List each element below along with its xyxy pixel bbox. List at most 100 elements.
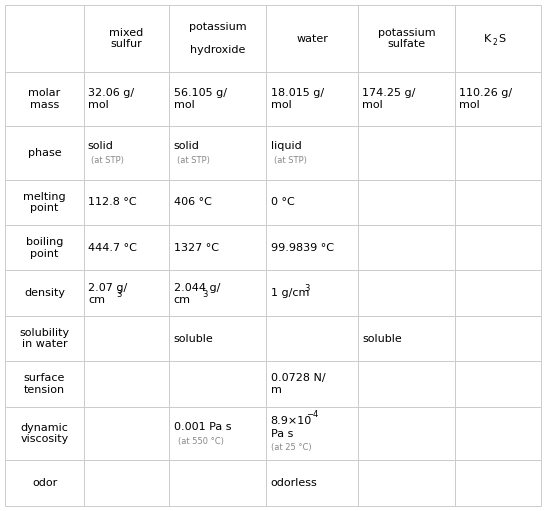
Bar (5, 407, 84, 460)
Text: solid: solid (88, 141, 114, 151)
Bar (266, 270, 358, 316)
Text: 3: 3 (202, 290, 207, 299)
Bar (5, 361, 84, 407)
Text: solubility
in water: solubility in water (20, 328, 69, 350)
Text: odorless: odorless (271, 478, 317, 488)
Bar (266, 225, 358, 270)
Bar (266, 316, 358, 361)
Bar (84, 407, 169, 460)
Bar (358, 460, 455, 506)
Text: 2.07 g/: 2.07 g/ (88, 283, 127, 293)
Text: S: S (498, 34, 506, 43)
Text: 18.015 g/
mol: 18.015 g/ mol (271, 88, 324, 110)
Bar (358, 126, 455, 179)
Text: 1327 °C: 1327 °C (174, 243, 218, 253)
Text: 1 g/cm: 1 g/cm (271, 288, 309, 298)
Text: (at 550 °C): (at 550 °C) (178, 436, 224, 446)
Bar (84, 179, 169, 225)
Bar (5, 316, 84, 361)
Text: 444.7 °C: 444.7 °C (88, 243, 137, 253)
Bar (455, 225, 541, 270)
Bar (169, 407, 266, 460)
Text: water: water (296, 34, 328, 43)
Text: cm: cm (88, 294, 105, 305)
Bar (358, 225, 455, 270)
Bar (455, 460, 541, 506)
Bar (169, 179, 266, 225)
Text: 110.26 g/
mol: 110.26 g/ mol (459, 88, 512, 110)
Bar (169, 225, 266, 270)
Text: mixed
sulfur: mixed sulfur (109, 28, 144, 50)
Bar (455, 361, 541, 407)
Bar (169, 460, 266, 506)
Bar (266, 460, 358, 506)
Bar (84, 316, 169, 361)
Bar (84, 5, 169, 72)
Text: 56.105 g/
mol: 56.105 g/ mol (174, 88, 227, 110)
Text: cm: cm (174, 294, 191, 305)
Bar (5, 179, 84, 225)
Bar (84, 126, 169, 179)
Text: density: density (24, 288, 65, 298)
Bar (84, 270, 169, 316)
Text: (at STP): (at STP) (274, 156, 307, 165)
Bar (455, 179, 541, 225)
Text: odor: odor (32, 478, 57, 488)
Bar (5, 460, 84, 506)
Bar (169, 72, 266, 126)
Text: (at 25 °C): (at 25 °C) (271, 443, 311, 452)
Text: 3: 3 (116, 290, 122, 299)
Text: 0.001 Pa s: 0.001 Pa s (174, 422, 231, 432)
Bar (169, 316, 266, 361)
Bar (266, 72, 358, 126)
Bar (358, 179, 455, 225)
Bar (358, 316, 455, 361)
Bar (266, 5, 358, 72)
Bar (455, 126, 541, 179)
Text: 406 °C: 406 °C (174, 197, 211, 207)
Text: 8.9×10: 8.9×10 (271, 415, 312, 426)
Bar (266, 179, 358, 225)
Text: soluble: soluble (362, 334, 402, 343)
Bar (5, 5, 84, 72)
Text: 2.044 g/: 2.044 g/ (174, 283, 220, 293)
Bar (266, 407, 358, 460)
Text: liquid: liquid (271, 141, 301, 151)
Text: potassium
sulfate: potassium sulfate (377, 28, 435, 50)
Bar (358, 270, 455, 316)
Bar (5, 225, 84, 270)
Bar (84, 361, 169, 407)
Bar (84, 225, 169, 270)
Bar (455, 407, 541, 460)
Text: phase: phase (28, 148, 61, 158)
Text: dynamic
viscosity: dynamic viscosity (20, 423, 69, 445)
Bar (358, 72, 455, 126)
Text: melting
point: melting point (23, 192, 66, 213)
Text: K: K (484, 34, 491, 43)
Bar (5, 126, 84, 179)
Bar (5, 270, 84, 316)
Text: (at STP): (at STP) (177, 156, 210, 165)
Text: potassium

hydroxide: potassium hydroxide (189, 22, 247, 55)
Text: molar
mass: molar mass (28, 88, 61, 110)
Text: (at STP): (at STP) (91, 156, 124, 165)
Text: 112.8 °C: 112.8 °C (88, 197, 136, 207)
Text: Pa s: Pa s (271, 429, 293, 438)
Bar (455, 270, 541, 316)
Text: 99.9839 °C: 99.9839 °C (271, 243, 334, 253)
Bar (455, 316, 541, 361)
Text: soluble: soluble (174, 334, 213, 343)
Text: 32.06 g/
mol: 32.06 g/ mol (88, 88, 134, 110)
Text: boiling
point: boiling point (26, 237, 63, 259)
Bar (358, 5, 455, 72)
Bar (5, 72, 84, 126)
Bar (169, 5, 266, 72)
Text: 174.25 g/
mol: 174.25 g/ mol (362, 88, 416, 110)
Text: 3: 3 (305, 284, 310, 293)
Bar (266, 126, 358, 179)
Text: solid: solid (174, 141, 199, 151)
Bar (266, 361, 358, 407)
Bar (358, 407, 455, 460)
Bar (169, 126, 266, 179)
Bar (358, 361, 455, 407)
